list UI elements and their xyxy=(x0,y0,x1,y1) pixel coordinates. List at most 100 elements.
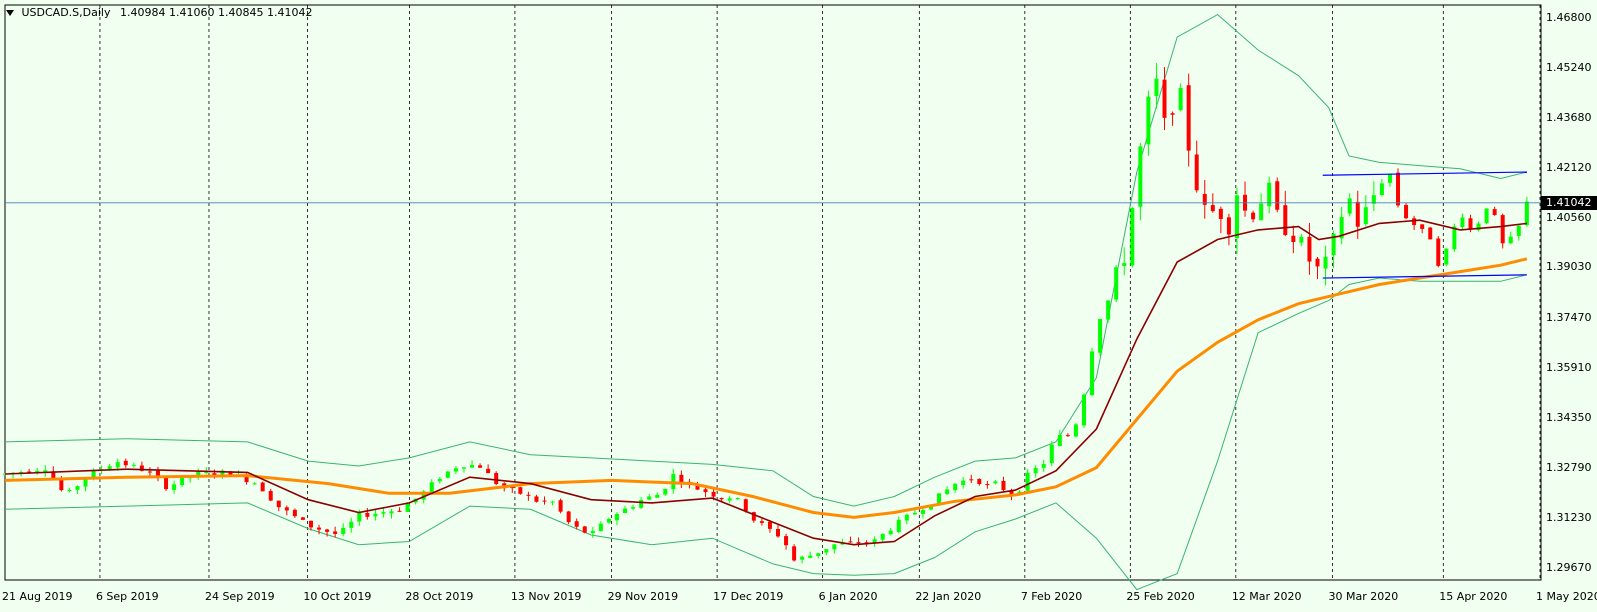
bear-candle xyxy=(1315,258,1320,267)
bear-candle xyxy=(1275,181,1280,210)
bull-candle xyxy=(3,473,7,475)
bull-candle xyxy=(91,470,96,480)
bear-candle xyxy=(864,542,869,544)
bull-candle xyxy=(453,468,458,472)
bull-candle xyxy=(83,478,88,487)
bear-candle xyxy=(300,517,305,520)
bull-candle xyxy=(35,470,40,473)
bear-candle xyxy=(1436,238,1441,266)
bull-candle xyxy=(912,512,917,515)
bear-candle xyxy=(317,527,322,530)
bear-candle xyxy=(292,509,297,517)
bear-candle xyxy=(566,511,571,523)
bear-candle xyxy=(574,521,579,527)
x-axis-tick: 17 Dec 2019 xyxy=(713,590,784,603)
bear-candle xyxy=(228,471,233,477)
bull-candle xyxy=(381,512,386,514)
bear-candle xyxy=(792,546,797,561)
symbol-label: USDCAD.S,Daily xyxy=(21,6,111,19)
chart-header: USDCAD.S,Daily 1.40984 1.41060 1.40845 1… xyxy=(6,6,312,19)
bull-candle xyxy=(1073,424,1078,437)
bull-candle xyxy=(896,519,901,532)
bull-candle xyxy=(1033,468,1038,474)
bull-candle xyxy=(800,556,805,560)
plot-area xyxy=(4,4,1542,581)
x-axis-tick: 30 Mar 2020 xyxy=(1328,590,1399,603)
bollinger-upper-line xyxy=(4,13,1528,507)
bear-candle xyxy=(308,520,313,528)
bull-candle xyxy=(1460,217,1465,228)
bear-candle xyxy=(856,542,861,544)
bull-candle xyxy=(993,481,998,484)
bull-candle xyxy=(953,483,958,491)
bear-candle xyxy=(776,528,781,537)
x-axis-tick: 28 Oct 2019 xyxy=(405,590,474,603)
bear-candle xyxy=(284,507,289,511)
y-axis-tick: 1.46800 xyxy=(1546,10,1592,24)
bull-candle xyxy=(904,514,909,521)
bull-candle xyxy=(961,480,966,486)
x-axis-tick: 24 Sep 2019 xyxy=(204,590,275,603)
bull-candle xyxy=(1331,233,1336,256)
bear-candle xyxy=(751,512,756,521)
bear-candle xyxy=(333,531,338,534)
bear-candle xyxy=(1162,79,1167,118)
y-axis-tick: 1.32790 xyxy=(1546,460,1592,474)
y-axis-tick: 1.45240 xyxy=(1546,60,1592,74)
bull-candle xyxy=(1025,472,1030,491)
bull-candle xyxy=(445,471,450,478)
y-axis-tick: 1.35910 xyxy=(1546,360,1592,374)
bear-candle xyxy=(212,473,217,476)
bull-candle xyxy=(1363,207,1368,225)
x-axis-tick: 25 Feb 2020 xyxy=(1126,590,1195,603)
bull-candle xyxy=(1379,183,1384,196)
bull-candle xyxy=(816,553,821,556)
bear-candle xyxy=(582,526,587,533)
bull-candle xyxy=(832,544,837,550)
bull-candle xyxy=(1154,78,1159,97)
bull-candle xyxy=(1299,236,1304,243)
y-axis-tick: 1.42120 xyxy=(1546,161,1592,175)
bull-candle xyxy=(349,521,354,528)
bull-candle xyxy=(1138,146,1143,207)
bear-candle xyxy=(164,477,169,490)
bear-candle xyxy=(494,472,499,485)
bear-candle xyxy=(147,471,152,473)
bear-candle xyxy=(1291,235,1296,243)
bear-candle xyxy=(325,529,330,532)
fast-moving-average-line xyxy=(4,219,1527,546)
bull-candle xyxy=(872,539,877,544)
bear-candle xyxy=(784,536,789,546)
bull-candle xyxy=(107,466,112,471)
bull-candle xyxy=(639,499,644,508)
bear-candle xyxy=(1226,217,1231,235)
bull-candle xyxy=(437,478,442,482)
bear-candle xyxy=(848,541,853,543)
x-axis-tick: 22 Jan 2020 xyxy=(915,590,982,603)
bear-candle xyxy=(526,494,531,496)
y-axis-tick: 1.37470 xyxy=(1546,310,1592,324)
y-axis-tick: 1.29670 xyxy=(1546,561,1592,575)
ohlc-values: 1.40984 1.41060 1.40845 1.41042 xyxy=(120,6,313,19)
bull-candle xyxy=(67,490,72,492)
dropdown-triangle-icon[interactable] xyxy=(6,10,14,16)
bull-candle xyxy=(429,482,434,492)
bear-candle xyxy=(767,521,772,529)
bull-candle xyxy=(373,513,378,517)
x-axis-tick: 13 Nov 2019 xyxy=(510,590,582,603)
bear-candle xyxy=(510,487,515,489)
slow-moving-average-line xyxy=(4,257,1528,519)
bear-candle xyxy=(558,500,563,512)
bull-candle xyxy=(1516,225,1521,237)
bear-candle xyxy=(1001,480,1006,490)
bull-candle xyxy=(1057,435,1062,446)
x-axis-tick: 15 Apr 2020 xyxy=(1439,590,1508,603)
bull-candle xyxy=(655,494,660,498)
bear-candle xyxy=(759,521,764,523)
bull-candle xyxy=(421,491,426,500)
bear-candle xyxy=(260,482,265,492)
bull-candle xyxy=(1387,173,1392,183)
bull-candle xyxy=(1114,267,1119,300)
